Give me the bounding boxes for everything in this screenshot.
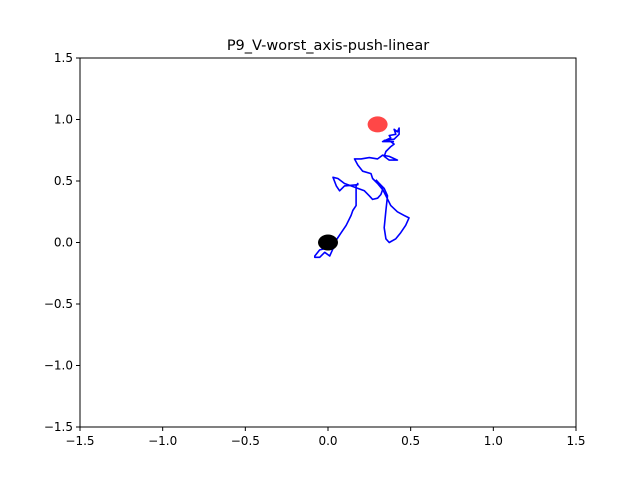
x-tick-label: −1.5: [65, 434, 94, 448]
x-tick-label: 1.5: [566, 434, 585, 448]
markers: [318, 116, 388, 251]
start-marker: [318, 234, 338, 251]
chart-title: P9_V-worst_axis-push-linear: [227, 38, 429, 54]
y-tick-label: −1.5: [44, 420, 73, 434]
x-tick-label: 0.0: [318, 434, 337, 448]
x-axis-ticks: −1.5 −1.0 −0.5 0.0 0.5 1.0 1.5: [65, 427, 586, 448]
goal-marker: [367, 116, 388, 133]
x-tick-label: 1.0: [484, 434, 503, 448]
y-tick-label: −0.5: [44, 297, 73, 311]
y-tick-label: 1.5: [54, 51, 73, 65]
y-axis-ticks: −1.5 −1.0 −0.5 0.0 0.5 1.0 1.5: [44, 51, 80, 434]
y-tick-label: 0.0: [54, 236, 73, 250]
trajectory-series: [314, 127, 410, 259]
x-tick-label: −0.5: [231, 434, 260, 448]
y-tick-label: −1.0: [44, 359, 73, 373]
y-tick-label: 0.5: [54, 174, 73, 188]
x-tick-label: −1.0: [148, 434, 177, 448]
trajectory-line: [314, 127, 400, 259]
x-tick-label: 0.5: [401, 434, 420, 448]
trajectory-line-loop: [375, 179, 410, 244]
y-tick-label: 1.0: [54, 113, 73, 127]
